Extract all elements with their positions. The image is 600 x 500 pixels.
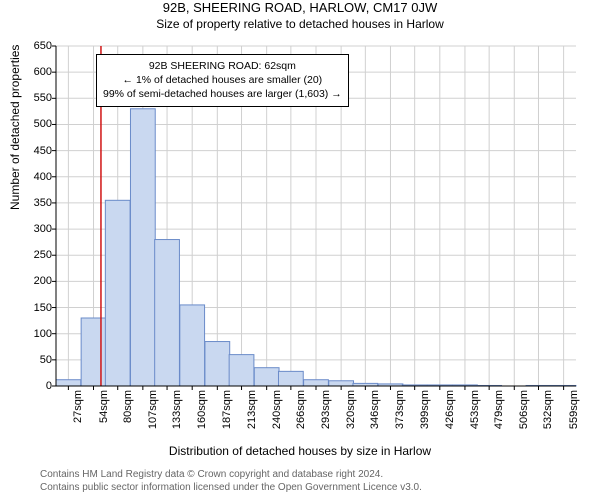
histogram-bar bbox=[229, 355, 254, 386]
histogram-bar bbox=[205, 342, 230, 386]
y-tick-label: 0 bbox=[46, 380, 52, 392]
y-axis-label: Number of detached properties bbox=[8, 45, 22, 210]
histogram-bar bbox=[130, 109, 155, 386]
y-tick-label: 600 bbox=[34, 66, 52, 78]
x-tick-label: 54sqm bbox=[98, 390, 110, 423]
x-tick-label: 479sqm bbox=[493, 390, 505, 429]
x-tick-label: 506sqm bbox=[518, 390, 530, 429]
y-tick-label: 550 bbox=[34, 92, 52, 104]
x-tick-label: 107sqm bbox=[147, 390, 159, 429]
histogram-bar bbox=[56, 380, 81, 386]
x-tick-label: 532sqm bbox=[542, 390, 554, 429]
x-tick-label: 399sqm bbox=[419, 390, 431, 429]
histogram-bar bbox=[254, 368, 279, 386]
histogram-bar bbox=[278, 371, 303, 386]
page-subtitle: Size of property relative to detached ho… bbox=[0, 17, 600, 31]
y-tick-label: 300 bbox=[34, 223, 52, 235]
attribution-line-1: Contains HM Land Registry data © Crown c… bbox=[40, 468, 422, 481]
x-tick-label: 453sqm bbox=[469, 390, 481, 429]
attribution-line-2: Contains public sector information licen… bbox=[40, 481, 422, 494]
x-tick-label: 426sqm bbox=[444, 390, 456, 429]
x-tick-label: 213sqm bbox=[246, 390, 258, 429]
y-tick-label: 650 bbox=[34, 40, 52, 52]
histogram-bar bbox=[155, 240, 180, 386]
y-tick-label: 500 bbox=[34, 118, 52, 130]
x-tick-label: 160sqm bbox=[196, 390, 208, 429]
x-tick-label: 133sqm bbox=[171, 390, 183, 429]
x-tick-label: 240sqm bbox=[271, 390, 283, 429]
x-tick-label: 373sqm bbox=[394, 390, 406, 429]
x-axis-label: Distribution of detached houses by size … bbox=[0, 444, 600, 458]
y-tick-label: 350 bbox=[34, 197, 52, 209]
x-tick-label: 27sqm bbox=[72, 390, 84, 423]
histogram-bar bbox=[180, 305, 205, 386]
annotation-title: 92B SHEERING ROAD: 62sqm bbox=[103, 59, 342, 73]
x-tick-label: 559sqm bbox=[568, 390, 580, 429]
y-tick-label: 50 bbox=[40, 354, 52, 366]
histogram-bar bbox=[329, 381, 354, 386]
annotation-smaller: ← 1% of detached houses are smaller (20) bbox=[103, 73, 342, 87]
x-tick-label: 293sqm bbox=[320, 390, 332, 429]
histogram-bar bbox=[304, 380, 329, 386]
annotation-box: 92B SHEERING ROAD: 62sqm ← 1% of detache… bbox=[96, 54, 349, 107]
page-title: 92B, SHEERING ROAD, HARLOW, CM17 0JW bbox=[0, 0, 600, 15]
x-tick-label: 80sqm bbox=[122, 390, 134, 423]
y-tick-label: 250 bbox=[34, 249, 52, 261]
y-tick-label: 150 bbox=[34, 302, 52, 314]
y-tick-label: 200 bbox=[34, 275, 52, 287]
y-tick-label: 450 bbox=[34, 145, 52, 157]
y-tick-label: 100 bbox=[34, 328, 52, 340]
x-tick-label: 320sqm bbox=[345, 390, 357, 429]
histogram-bar bbox=[81, 318, 106, 386]
histogram-bar bbox=[105, 200, 130, 386]
x-tick-label: 346sqm bbox=[369, 390, 381, 429]
annotation-larger: 99% of semi-detached houses are larger (… bbox=[103, 87, 342, 101]
attribution-text: Contains HM Land Registry data © Crown c… bbox=[40, 468, 422, 494]
x-tick-label: 266sqm bbox=[295, 390, 307, 429]
y-tick-label: 400 bbox=[34, 171, 52, 183]
x-tick-label: 187sqm bbox=[221, 390, 233, 429]
chart-area: 92B SHEERING ROAD: 62sqm ← 1% of detache… bbox=[56, 46, 576, 386]
